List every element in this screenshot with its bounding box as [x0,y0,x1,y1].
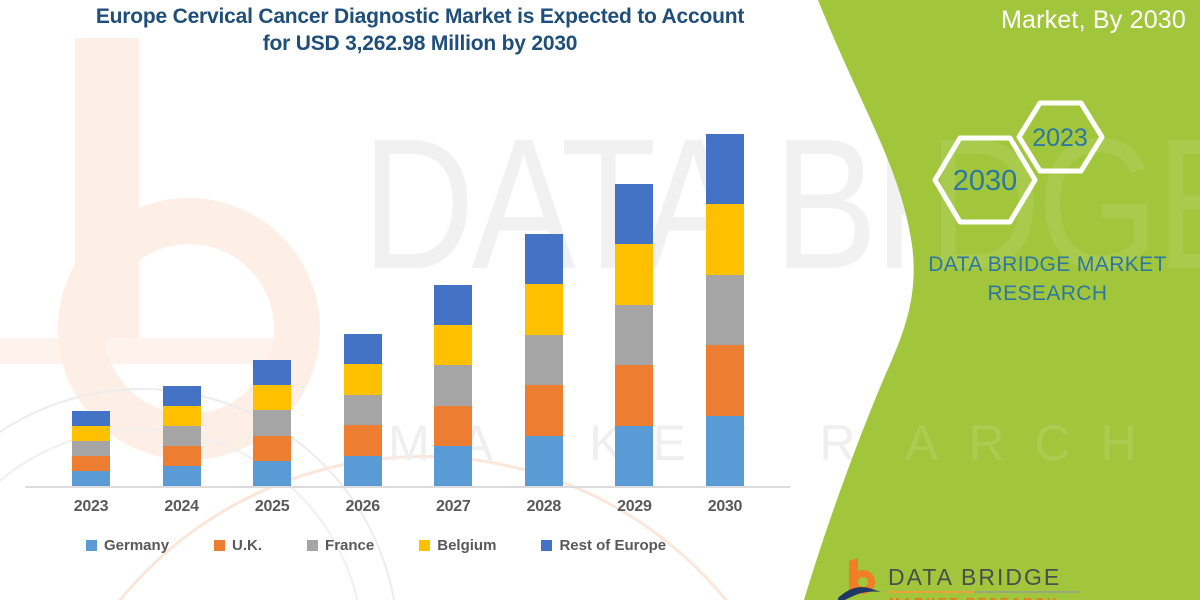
bar-2023[interactable] [72,411,110,486]
legend-swatch [214,540,226,551]
legend-label: Germany [104,537,170,554]
bar-segment-2030-france[interactable] [705,274,744,346]
legend-item-germany[interactable]: Germany [86,537,169,554]
bar-segment-2025-rest-of-europe[interactable] [253,360,292,386]
bar-2029[interactable] [615,184,654,486]
bar-segment-2027-u-k-[interactable] [434,405,473,446]
legend-swatch [419,540,431,551]
x-axis-label-2028: 2028 [526,498,562,515]
legend-label: U.K. [232,537,263,554]
corner-market-label: Market, By 2030 [1000,6,1186,34]
footer-brand-subline: MARKET RESEARCH [889,595,1089,600]
bar-segment-2025-belgium[interactable] [253,385,292,411]
bar-segment-2024-france[interactable] [162,426,201,446]
legend-item-france[interactable]: France [307,537,374,554]
bar-segment-2025-germany[interactable] [253,460,292,486]
bar-2025[interactable] [253,360,292,486]
x-axis-label-2025: 2025 [254,498,290,515]
bar-segment-2023-france[interactable] [72,441,110,456]
bar-segment-2027-france[interactable] [434,365,473,406]
x-axis-labels: 2023 2024 2025 2026 2027 2028 2029 2030 [72,498,744,516]
hexagon-badges: 2030 2023 [932,100,1105,225]
legend-item-belgium[interactable]: Belgium [419,537,496,554]
legend-swatch [86,540,97,551]
bar-segment-2027-belgium[interactable] [434,325,473,366]
bar-segment-2027-germany[interactable] [434,445,473,486]
bar-2026[interactable] [343,334,382,486]
legend-item-rest-of-europe[interactable]: Rest of Europe [541,537,666,554]
footer-brand-underline [888,591,1080,593]
x-axis-label-2029: 2029 [617,498,652,515]
legend-swatch [307,540,319,551]
hexagon-2023 [1016,100,1105,174]
x-axis-label-2030: 2030 [707,498,743,515]
bar-segment-2030-rest-of-europe[interactable] [705,134,744,205]
bar-segment-2026-france[interactable] [343,394,382,426]
footer-brand-text: DATA BRIDGE [888,564,1062,590]
bar-segment-2028-u-k-[interactable] [524,385,563,436]
chart-title-line2: for USD 3,262.98 Million by 2030 [262,32,578,55]
bar-segment-2023-rest-of-europe[interactable] [72,411,110,426]
legend: Germany U.K. France Belgium Rest of Europe [86,537,666,554]
panel-brand: DATA BRIDGE MARKET RESEARCH [905,250,1190,308]
bar-segment-2024-belgium[interactable] [162,406,201,426]
bar-segment-2028-rest-of-europe[interactable] [524,234,563,285]
x-axis-label-2026: 2026 [345,498,380,515]
bar-segment-2030-germany[interactable] [705,415,744,486]
bar-segment-2023-germany[interactable] [72,471,110,486]
panel-brand-line2: RESEARCH [987,282,1108,305]
bar-2030[interactable] [705,134,744,486]
x-axis-label-2023: 2023 [73,498,109,515]
hexagon-2030-label: 2030 [953,165,1018,197]
bar-segment-2026-rest-of-europe[interactable] [343,334,382,365]
bar-segment-2023-u-k-[interactable] [72,456,110,471]
bar-segment-2030-u-k-[interactable] [705,345,744,416]
bar-segment-2028-germany[interactable] [524,435,563,486]
bar-2024[interactable] [162,386,201,486]
legend-label: France [325,537,375,554]
bar-segment-2023-belgium[interactable] [72,426,110,441]
bar-segment-2027-rest-of-europe[interactable] [434,285,473,326]
bar-segment-2028-france[interactable] [524,334,563,386]
bar-segment-2029-belgium[interactable] [615,244,654,305]
bar-segment-2029-germany[interactable] [615,425,654,486]
panel-brand-line1: DATA BRIDGE MARKET [928,253,1167,276]
x-axis-line [25,486,790,488]
x-axis-label-2027: 2027 [436,498,471,515]
legend-label: Rest of Europe [559,537,667,554]
footer-logo-b-icon [838,558,881,600]
legend-swatch [541,540,553,551]
bars-area [72,120,744,486]
chart-title-line1: Europe Cervical Cancer Diagnostic Market… [95,5,745,28]
legend-item-u-k-[interactable]: U.K. [214,537,262,554]
bar-segment-2025-u-k-[interactable] [253,435,292,461]
bar-segment-2024-rest-of-europe[interactable] [162,386,201,406]
bar-segment-2026-germany[interactable] [343,455,382,486]
bar-2028[interactable] [524,234,563,486]
bar-2027[interactable] [434,285,473,486]
bar-segment-2024-u-k-[interactable] [162,446,201,466]
x-axis-label-2024: 2024 [164,498,199,515]
chart-title: Europe Cervical Cancer Diagnostic Market… [40,3,800,57]
bar-segment-2029-france[interactable] [615,304,654,366]
bar-segment-2024-germany[interactable] [162,466,201,486]
bar-segment-2026-belgium[interactable] [343,364,382,395]
legend-label: Belgium [437,537,497,554]
bar-segment-2030-belgium[interactable] [705,204,744,275]
bar-segment-2025-france[interactable] [253,410,292,436]
hexagon-2030 [932,135,1038,225]
bar-segment-2029-rest-of-europe[interactable] [615,184,654,245]
bar-segment-2026-u-k-[interactable] [343,425,382,456]
bar-segment-2028-belgium[interactable] [524,284,563,335]
hexagon-2023-label: 2023 [1032,124,1088,152]
bar-segment-2029-u-k-[interactable] [615,365,654,426]
